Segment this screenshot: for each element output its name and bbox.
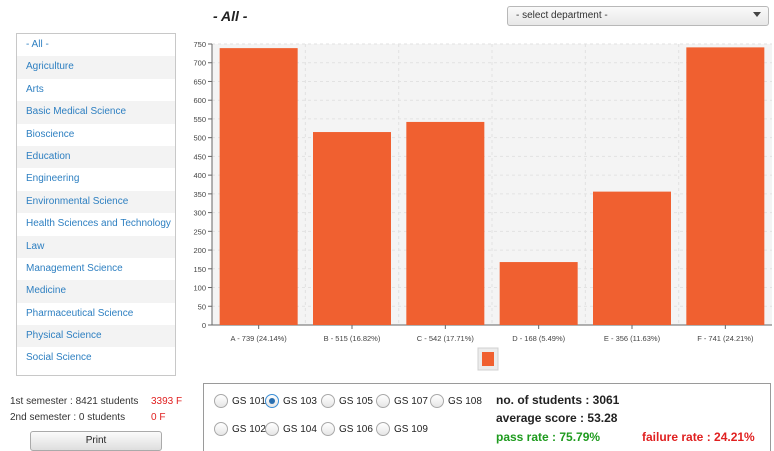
department-item[interactable]: Pharmaceutical Science (26, 307, 134, 319)
pass-rate: pass rate : 75.79% (496, 430, 601, 444)
grade-distribution-chart: 0 50 100 150 200 250 300 350 400 450 500 550 600 650 7… (193, 40, 772, 371)
course-radio-gs105[interactable]: GS 105 (321, 394, 373, 408)
student-count: no. of students : 3061 (496, 393, 620, 407)
y-tick-label: 350 (193, 190, 206, 199)
bar (593, 191, 671, 325)
y-tick-label: 550 (193, 115, 206, 124)
first-semester-summary: 1st semester : 8421 students (10, 396, 139, 407)
bar (406, 121, 485, 325)
course-label: GS 103 (283, 395, 317, 407)
department-item[interactable]: Basic Medical Science (17, 101, 175, 124)
course-radio-gs107[interactable]: GS 107 (376, 394, 428, 408)
course-label: GS 108 (448, 395, 482, 407)
second-semester-summary: 2nd semester : 0 students (10, 412, 126, 423)
y-tick-label: 500 (193, 134, 206, 143)
department-item[interactable]: Arts (26, 83, 44, 95)
department-item[interactable]: Environmental Science (17, 190, 175, 214)
radio-icon[interactable] (214, 394, 228, 408)
department-item[interactable]: Agriculture (17, 56, 175, 79)
course-label: GS 102 (232, 423, 266, 435)
y-tick-label: 650 (193, 77, 206, 86)
radio-icon[interactable] (321, 422, 335, 436)
radio-icon[interactable] (321, 394, 335, 408)
course-label: GS 107 (394, 395, 428, 407)
radio-icon[interactable] (430, 394, 444, 408)
course-radio-gs104[interactable]: GS 104 (265, 422, 317, 436)
department-list[interactable]: - All - Agriculture Arts Basic Medical S… (16, 33, 176, 376)
course-label: GS 101 (232, 395, 266, 407)
x-tick-label: E - 356 (11.63%) (604, 334, 661, 343)
department-item[interactable]: Social Science (26, 352, 92, 364)
department-item[interactable]: Bioscience (26, 128, 75, 140)
legend-swatch (482, 352, 494, 366)
radio-icon[interactable] (214, 422, 228, 436)
department-item[interactable]: Physical Science (17, 325, 175, 348)
page-title: - All - (213, 8, 248, 24)
radio-icon[interactable] (376, 422, 390, 436)
y-tick-label: 0 (202, 321, 206, 330)
bar (499, 262, 578, 325)
department-item[interactable]: Law (17, 235, 175, 258)
y-tick-label: 250 (193, 227, 206, 236)
x-tick-label: B - 515 (16.82%) (324, 334, 381, 343)
department-item[interactable]: Engineering (26, 173, 80, 185)
department-item[interactable]: Management Science (26, 262, 123, 274)
x-tick-label: C - 542 (17.71%) (417, 334, 475, 343)
department-item[interactable]: Health Sciences and Technology (26, 218, 171, 230)
y-tick-label: 600 (193, 96, 206, 105)
course-label: GS 109 (394, 423, 428, 435)
department-item[interactable]: - All - (26, 39, 49, 50)
bar (219, 48, 298, 325)
course-label: GS 106 (339, 423, 373, 435)
print-button[interactable]: Print (30, 431, 162, 451)
y-tick-label: 750 (193, 40, 206, 49)
radio-icon[interactable] (265, 422, 279, 436)
y-tick-label: 150 (193, 265, 206, 274)
course-label: GS 105 (339, 395, 373, 407)
y-tick-label: 50 (198, 302, 206, 311)
first-semester-fail-count: 3393 F (151, 396, 183, 407)
department-item[interactable]: Medicine (17, 280, 175, 303)
department-select[interactable]: - select department - (507, 6, 769, 26)
course-radio-gs108[interactable]: GS 108 (430, 394, 482, 408)
average-score: average score : 53.28 (496, 411, 618, 425)
course-radio-gs106[interactable]: GS 106 (321, 422, 373, 436)
bar (313, 132, 391, 325)
bar (686, 47, 765, 325)
course-stats-panel: GS 101 GS 103 GS 105 GS 107 GS 108 GS 10… (203, 383, 771, 451)
x-tick-label: A - 739 (24.14%) (231, 334, 288, 343)
course-radio-gs101[interactable]: GS 101 (214, 394, 266, 408)
y-tick-label: 450 (193, 152, 206, 161)
course-radio-gs109[interactable]: GS 109 (376, 422, 428, 436)
radio-icon[interactable] (376, 394, 390, 408)
y-tick-label: 300 (193, 209, 206, 218)
x-tick-label: D - 168 (5.49%) (512, 334, 565, 343)
chevron-down-icon[interactable] (753, 12, 761, 17)
failure-rate: failure rate : 24.21% (642, 430, 755, 444)
department-item[interactable]: Education (17, 145, 175, 169)
y-tick-label: 100 (193, 284, 206, 293)
y-tick-label: 400 (193, 171, 206, 180)
y-tick-label: 200 (193, 246, 206, 255)
department-select-value: - select department - (516, 10, 608, 21)
course-label: GS 104 (283, 423, 317, 435)
second-semester-fail-count: 0 F (151, 412, 166, 423)
course-radio-gs103[interactable]: GS 103 (265, 394, 317, 408)
course-radio-gs102[interactable]: GS 102 (214, 422, 266, 436)
x-tick-label: F - 741 (24.21%) (697, 334, 754, 343)
y-tick-label: 700 (193, 59, 206, 68)
radio-selected-icon[interactable] (265, 394, 279, 408)
